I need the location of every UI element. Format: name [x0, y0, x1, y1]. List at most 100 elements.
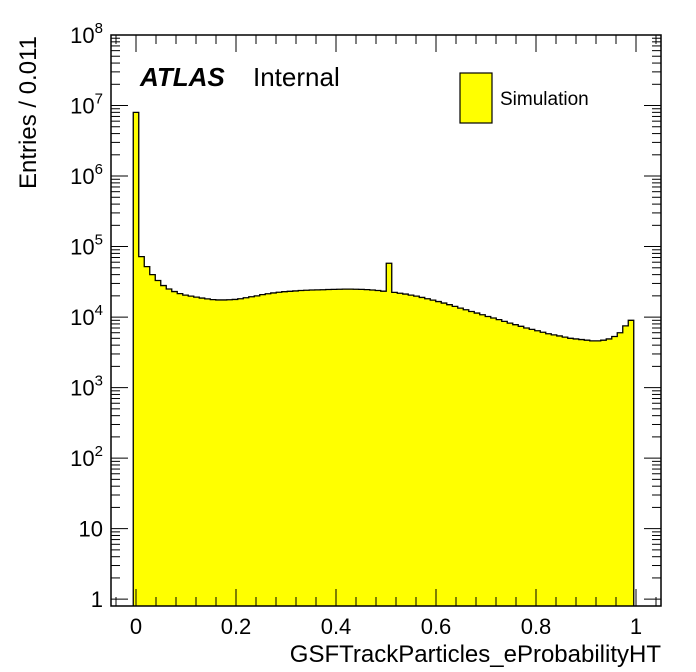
histogram-bar: [573, 338, 580, 606]
histogram-bar: [347, 289, 354, 606]
histogram-bar: [397, 293, 404, 606]
y-tick-label: 104: [70, 302, 103, 330]
histogram-bars: [133, 112, 635, 607]
histogram-bar: [232, 299, 239, 606]
histogram-bar: [501, 321, 508, 606]
histogram-bar: [276, 292, 283, 606]
histogram-bar: [298, 290, 305, 606]
histogram-bar: [391, 292, 398, 606]
histogram-bar: [595, 340, 602, 606]
histogram-bar: [479, 314, 486, 606]
histogram-bar: [171, 291, 178, 606]
histogram-bar: [622, 325, 629, 606]
x-tick-label: 0.6: [421, 614, 452, 639]
histogram-bar: [496, 319, 503, 606]
histogram-bar: [441, 303, 448, 606]
histogram-bar: [160, 285, 167, 606]
histogram-bar: [375, 290, 382, 606]
histogram-bar: [628, 320, 635, 606]
histogram-bar: [369, 290, 376, 606]
histogram-bar: [287, 291, 294, 606]
histogram-bar: [259, 294, 266, 606]
histogram-bar: [248, 296, 255, 606]
histogram-bar: [215, 299, 222, 606]
histogram-bar: [177, 293, 184, 606]
histogram-bar: [413, 296, 420, 606]
histogram-bar: [166, 289, 173, 606]
y-tick-label: 103: [70, 373, 103, 401]
atlas-label: ATLAS: [139, 62, 225, 92]
y-tick-label: 102: [70, 443, 103, 471]
histogram-bar: [199, 298, 206, 606]
histogram-bar: [446, 304, 453, 606]
histogram-bar: [314, 289, 321, 606]
histogram-bar: [353, 289, 360, 606]
y-tick-label: 10: [79, 517, 103, 542]
legend-swatch: [459, 72, 493, 124]
histogram-bar: [556, 335, 563, 606]
histogram-bar: [474, 313, 481, 606]
histogram-bar: [133, 112, 140, 607]
histogram-bar: [567, 338, 574, 606]
histogram-bar: [221, 299, 228, 606]
histogram-bar: [281, 291, 288, 606]
histogram-bar: [485, 316, 492, 606]
histogram-bar: [584, 340, 591, 606]
histogram-bar: [303, 290, 310, 606]
histogram-bar: [237, 298, 244, 606]
histogram-bar: [380, 291, 387, 606]
histogram-bar: [529, 329, 536, 606]
histogram-bar: [193, 297, 200, 606]
y-tick-label: 108: [70, 20, 103, 48]
histogram-bar: [408, 295, 415, 606]
x-tick-label: 0.4: [321, 614, 352, 639]
histogram-bar: [386, 263, 393, 606]
histogram-bar: [611, 336, 618, 606]
histogram-bar: [490, 318, 497, 606]
histogram-bar: [518, 326, 525, 606]
histogram-bar: [523, 328, 530, 606]
histogram-bar: [210, 299, 217, 606]
y-tick-labels: 1 10 102 103 104 105 106 107 108: [70, 20, 103, 612]
y-axis-title: Entries / 0.011: [15, 36, 42, 189]
histogram-bar: [402, 294, 409, 606]
histogram-bar: [226, 299, 233, 606]
histogram-bar: [463, 309, 470, 606]
x-tick-labels: 0 0.2 0.4 0.6 0.8 1: [130, 614, 642, 639]
histogram-bar: [320, 289, 327, 606]
histogram-bar: [589, 340, 596, 606]
histogram-outline: [132, 111, 635, 606]
histogram-bar: [468, 311, 475, 606]
x-tick-label: 1: [630, 614, 642, 639]
histogram-bar: [331, 289, 338, 606]
histogram-bar: [452, 306, 459, 606]
histogram-bar: [457, 308, 464, 606]
histogram-bar: [342, 289, 349, 606]
histogram-bar: [512, 324, 519, 606]
histogram-bar: [243, 297, 250, 606]
histogram-bar: [204, 298, 211, 606]
histogram-bar: [430, 300, 437, 606]
histogram-bar: [551, 334, 558, 606]
y-tick-label: 107: [70, 91, 103, 119]
x-tick-label: 0.8: [521, 614, 552, 639]
histogram-bar: [188, 296, 195, 606]
histogram-bar: [606, 338, 613, 606]
x-tick-label: 0: [130, 614, 142, 639]
histogram-bar: [254, 295, 261, 606]
legend-label: Simulation: [500, 89, 589, 110]
status-label: Internal: [253, 62, 340, 92]
histogram-bar: [155, 280, 162, 606]
histogram-bar: [562, 337, 569, 606]
histogram-bar: [144, 266, 151, 606]
histogram-bar: [270, 292, 277, 606]
histogram-bar: [540, 332, 547, 606]
y-tick-label: 106: [70, 161, 103, 189]
histogram-bar: [424, 298, 431, 606]
histogram-bar: [364, 289, 371, 606]
histogram-bar: [358, 289, 365, 606]
x-tick-label: 0.2: [221, 614, 252, 639]
histogram-bar: [600, 340, 607, 606]
y-tick-label: 105: [70, 232, 103, 260]
